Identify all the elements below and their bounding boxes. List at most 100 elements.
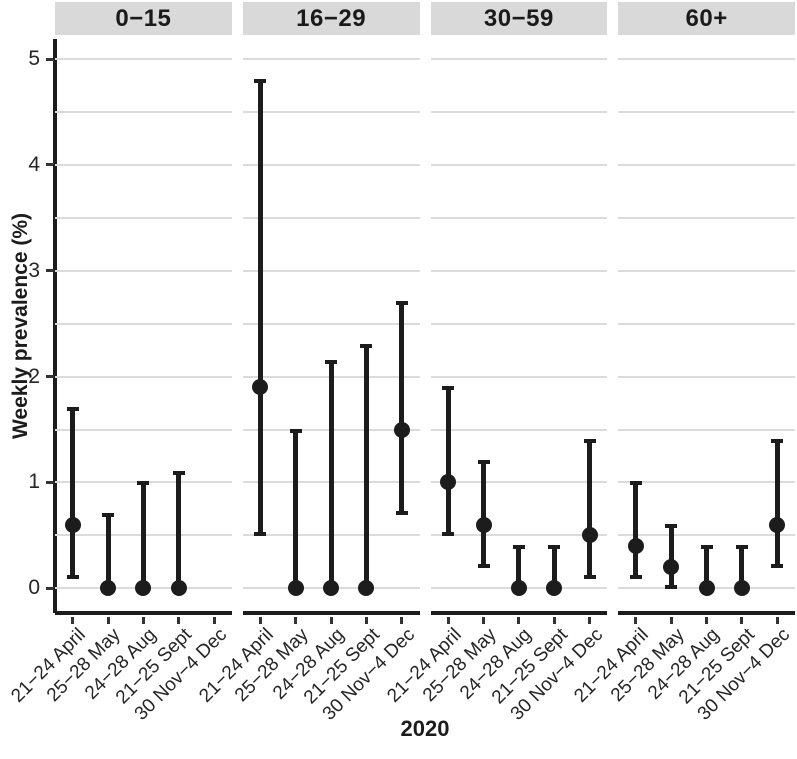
gridline bbox=[618, 163, 795, 166]
error-bar-cap-upper bbox=[289, 428, 302, 433]
error-bar-cap-upper bbox=[665, 523, 678, 528]
point-estimate-marker bbox=[546, 580, 563, 597]
gridline bbox=[242, 163, 420, 166]
gridline bbox=[55, 428, 232, 431]
x-tick-mark bbox=[775, 617, 779, 624]
facet-strip: 0−15 bbox=[55, 2, 232, 35]
gridline bbox=[430, 428, 608, 431]
point-estimate-marker bbox=[510, 580, 527, 597]
y-axis-line bbox=[53, 39, 57, 613]
gridline bbox=[55, 163, 232, 166]
y-tick-label: 0 bbox=[28, 576, 40, 600]
x-axis-line bbox=[430, 611, 608, 615]
error-bar bbox=[668, 524, 674, 589]
y-tick-mark bbox=[46, 57, 54, 61]
point-estimate-marker bbox=[64, 516, 81, 533]
x-tick-mark bbox=[141, 617, 145, 624]
error-bar bbox=[328, 360, 334, 589]
error-bar-cap-upper bbox=[442, 386, 455, 391]
error-bar-cap-upper bbox=[771, 439, 784, 444]
x-tick-mark bbox=[634, 617, 638, 624]
x-tick-mark bbox=[740, 617, 744, 624]
x-tick-mark bbox=[588, 617, 592, 624]
error-bar-cap-upper bbox=[360, 343, 373, 348]
error-bar-cap-upper bbox=[66, 407, 79, 412]
error-bar-cap-upper bbox=[629, 481, 642, 486]
point-estimate-marker bbox=[769, 516, 786, 533]
y-tick-label: 3 bbox=[28, 258, 40, 282]
facet-strip-label: 60+ bbox=[685, 4, 728, 32]
error-bar-cap-upper bbox=[325, 359, 338, 364]
error-bar bbox=[551, 545, 557, 589]
gridline bbox=[618, 428, 795, 431]
error-bar-cap-upper bbox=[512, 544, 525, 549]
x-tick-mark bbox=[71, 617, 75, 624]
error-bar bbox=[293, 429, 299, 589]
y-tick-label: 4 bbox=[28, 152, 40, 176]
gridline bbox=[618, 534, 795, 537]
error-bar-cap-upper bbox=[548, 544, 561, 549]
x-tick-mark bbox=[177, 617, 181, 624]
gridline bbox=[618, 375, 795, 378]
gridline bbox=[55, 58, 232, 60]
gridline bbox=[430, 163, 608, 166]
x-axis-line bbox=[618, 611, 795, 615]
gridline bbox=[430, 58, 608, 60]
facet-strip-label: 16−29 bbox=[296, 4, 367, 32]
y-tick-mark bbox=[46, 586, 54, 590]
error-bar bbox=[399, 302, 405, 515]
point-estimate-marker bbox=[358, 580, 375, 597]
error-bar-cap-upper bbox=[137, 481, 150, 486]
gridline bbox=[55, 269, 232, 272]
x-tick-mark bbox=[446, 617, 450, 624]
error-bar-cap-lower bbox=[771, 564, 784, 569]
point-estimate-marker bbox=[393, 421, 410, 438]
error-bar-cap-upper bbox=[477, 460, 490, 465]
facet-panel: 21−24 April 25−28 May 24−28 Aug 21−25 Sept 3… bbox=[383, 39, 608, 725]
error-bar bbox=[739, 545, 745, 589]
gridline bbox=[430, 216, 608, 219]
error-bar-cap-upper bbox=[735, 544, 748, 549]
error-bar-cap-upper bbox=[700, 544, 713, 549]
error-bar-cap-lower bbox=[442, 532, 455, 537]
point-estimate-marker bbox=[323, 580, 340, 597]
x-tick-mark bbox=[212, 617, 216, 624]
facet-panel: 21−24 April 25−28 May 24−28 Aug 21−25 Sept 3… bbox=[571, 39, 795, 725]
x-tick-mark bbox=[705, 617, 709, 624]
error-bar-cap-lower bbox=[477, 564, 490, 569]
point-estimate-marker bbox=[581, 527, 598, 544]
gridline bbox=[430, 375, 608, 378]
x-tick-mark bbox=[294, 617, 298, 624]
gridline bbox=[242, 269, 420, 272]
gridline bbox=[618, 58, 795, 60]
gridline bbox=[430, 110, 608, 113]
facet-strip: 30−59 bbox=[430, 2, 608, 35]
x-axis-line bbox=[55, 611, 232, 615]
facet-strip-label: 0−15 bbox=[115, 4, 172, 32]
gridline bbox=[618, 269, 795, 272]
error-bar-cap-upper bbox=[395, 301, 408, 306]
point-estimate-marker bbox=[287, 580, 304, 597]
point-estimate-marker bbox=[627, 537, 644, 554]
error-bar bbox=[481, 461, 487, 568]
point-estimate-marker bbox=[698, 580, 715, 597]
point-estimate-marker bbox=[733, 580, 750, 597]
x-axis-line bbox=[242, 611, 420, 615]
gridline bbox=[618, 322, 795, 325]
y-tick-mark bbox=[46, 163, 54, 167]
error-bar bbox=[257, 80, 263, 536]
gridline bbox=[242, 110, 420, 113]
gridline bbox=[242, 322, 420, 325]
gridline bbox=[430, 269, 608, 272]
point-estimate-marker bbox=[475, 516, 492, 533]
facet-panel: 21−24 April 25−28 May 24−28 Aug 21−25 Sept 3… bbox=[195, 39, 420, 725]
gridline bbox=[242, 58, 420, 60]
point-estimate-marker bbox=[135, 580, 152, 597]
error-bar-cap-lower bbox=[583, 574, 596, 579]
error-bar-cap-lower bbox=[254, 532, 267, 537]
y-tick-mark bbox=[46, 375, 54, 379]
error-bar-cap-upper bbox=[254, 79, 267, 84]
x-tick-mark bbox=[106, 617, 110, 624]
point-estimate-marker bbox=[100, 580, 117, 597]
